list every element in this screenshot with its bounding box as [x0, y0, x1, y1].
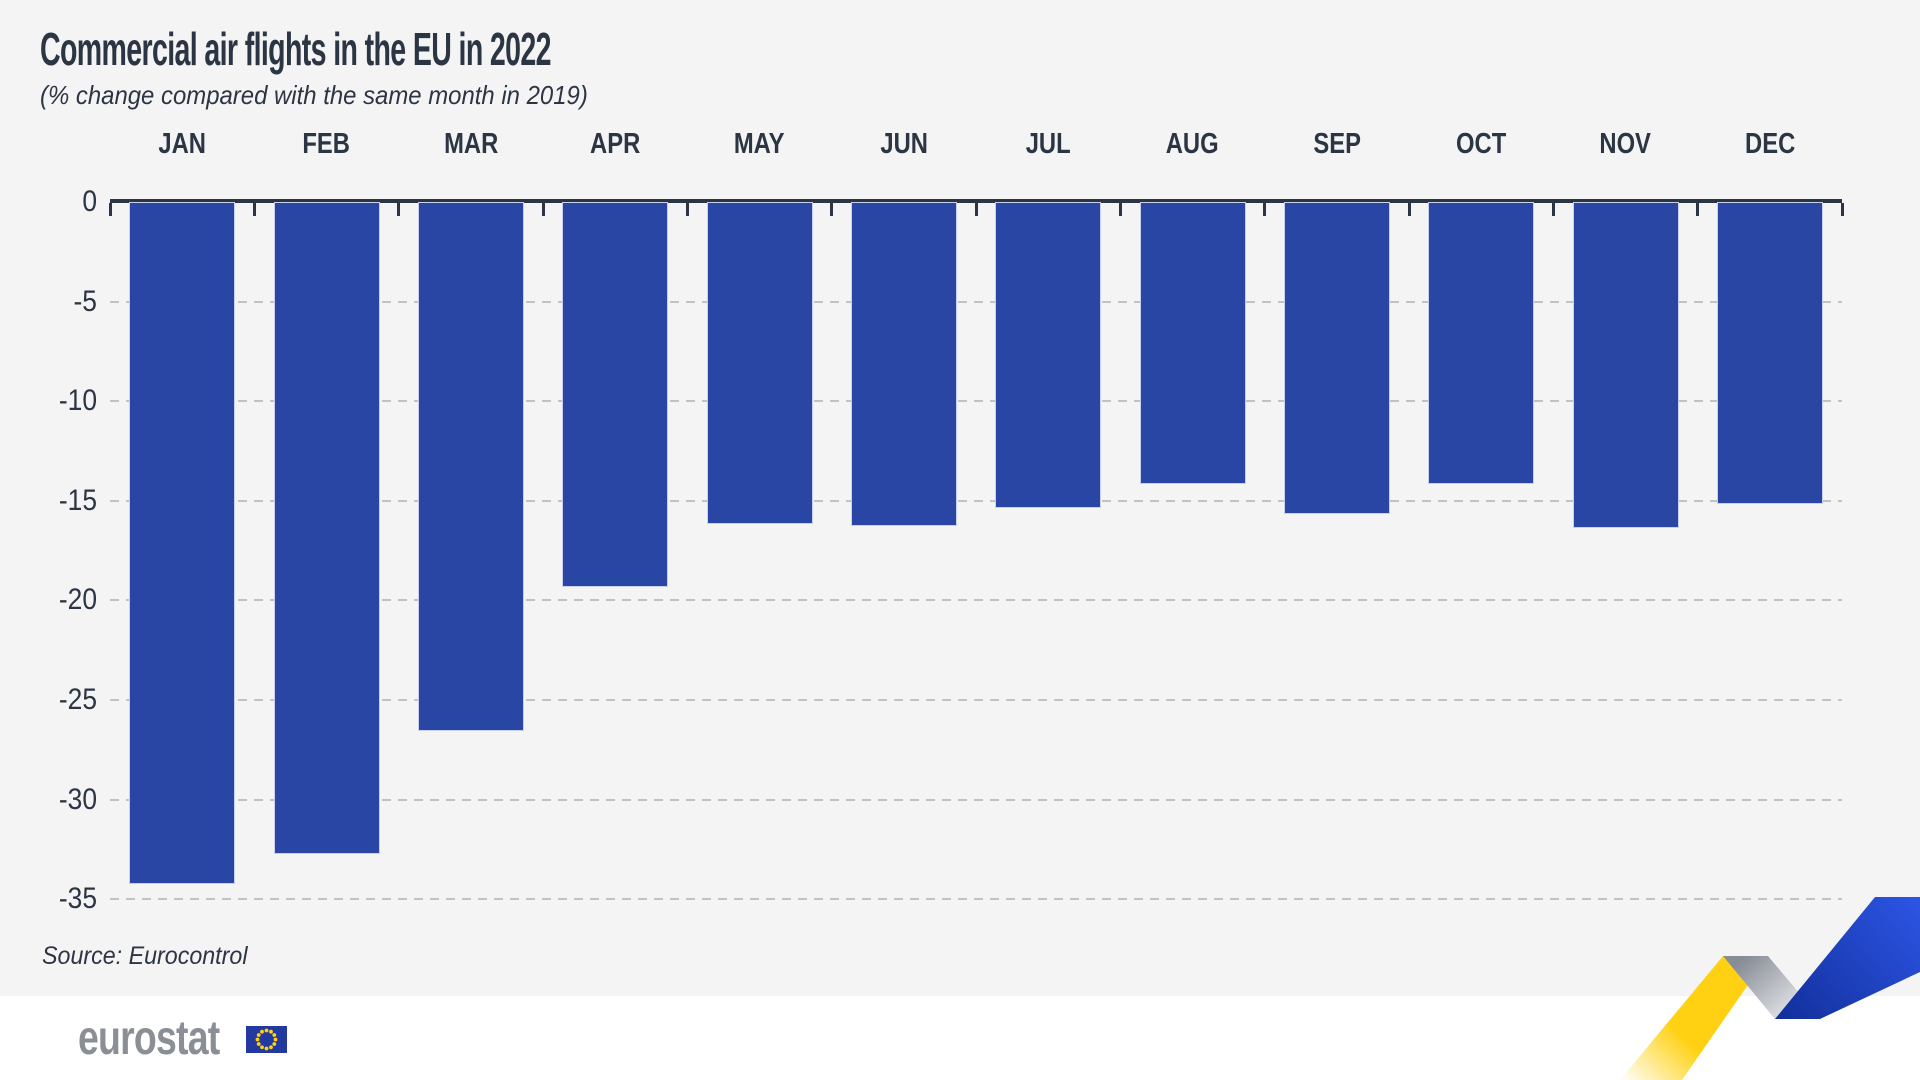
month-label-jan: JAN: [158, 128, 206, 160]
bar-feb: [274, 203, 379, 853]
chart-subtitle: (% change compared with the same month i…: [40, 80, 588, 110]
bar-apr: [563, 203, 668, 586]
eu-flag-star: [256, 1042, 261, 1046]
y-axis-label-minus-35: -35: [58, 882, 97, 916]
month-label-aug: AUG: [1166, 128, 1219, 160]
x-axis-tick: [1263, 203, 1267, 216]
gridline-minus-5: [110, 300, 1842, 303]
eu-flag-star: [269, 1045, 273, 1050]
month-label-nov: NOV: [1599, 128, 1652, 160]
y-axis-label-minus-20: -20: [58, 583, 97, 617]
y-axis-label-minus-10: -10: [58, 384, 97, 418]
eurostat-logo-text: eurostat: [78, 1012, 220, 1065]
month-label-jul: JUL: [1025, 128, 1071, 160]
eu-flag-star: [272, 1033, 277, 1037]
x-axis-tick: [1118, 203, 1122, 216]
month-label-may: MAY: [734, 128, 785, 160]
x-axis-tick: [1696, 203, 1700, 216]
x-axis-tick: [974, 203, 978, 216]
gridline-minus-10: [110, 400, 1842, 403]
footer-band: [0, 996, 1920, 1080]
gridline-minus-20: [110, 599, 1842, 602]
x-axis-tick: [685, 203, 689, 216]
eu-flag-star: [272, 1042, 277, 1046]
x-axis-baseline: [110, 199, 1842, 203]
x-axis-tick: [252, 203, 256, 216]
bar-dec: [1717, 203, 1822, 503]
month-label-sep: SEP: [1313, 128, 1361, 160]
y-axis-label-minus-30: -30: [58, 782, 97, 816]
month-label-oct: OCT: [1456, 128, 1507, 160]
y-axis-label-0: 0: [82, 185, 97, 218]
x-axis-tick: [108, 203, 112, 216]
eu-flag-star: [256, 1033, 261, 1037]
eu-flag-star: [264, 1028, 269, 1033]
bar-may: [707, 203, 812, 523]
eu-flag-star: [260, 1029, 264, 1034]
bar-sep: [1284, 203, 1389, 513]
chart-title: Commercial air flights in the EU in 2022: [40, 23, 552, 75]
gridline-minus-30: [110, 798, 1842, 801]
bar-jan: [130, 203, 235, 883]
x-axis-tick: [397, 203, 401, 216]
gridline-minus-35: [110, 898, 1842, 901]
month-label-feb: FEB: [302, 128, 351, 160]
y-axis-label-minus-15: -15: [58, 483, 97, 517]
eu-flag-star: [255, 1037, 260, 1042]
eu-flag-icon: [246, 1026, 287, 1053]
x-axis-tick: [1407, 203, 1411, 216]
eu-flag-star: [269, 1029, 273, 1034]
source-note: Source: Eurocontrol: [42, 942, 248, 970]
bar-oct: [1429, 203, 1534, 483]
month-label-apr: APR: [590, 128, 641, 160]
y-axis-label-minus-5: -5: [73, 284, 97, 318]
eu-flag-star: [260, 1045, 264, 1050]
bar-aug: [1140, 203, 1245, 483]
bar-mar: [418, 203, 523, 730]
month-label-jun: JUN: [880, 128, 928, 160]
bar-jul: [996, 203, 1101, 507]
x-axis-tick: [1840, 203, 1844, 216]
bar-nov: [1573, 203, 1678, 527]
y-axis-label-minus-25: -25: [58, 683, 97, 716]
month-label-dec: DEC: [1744, 128, 1795, 160]
bar-jun: [851, 203, 956, 525]
x-axis-tick: [1551, 203, 1555, 216]
month-label-mar: MAR: [443, 128, 498, 160]
eu-flag-star: [273, 1037, 278, 1042]
x-axis-tick: [541, 203, 545, 216]
gridline-minus-25: [110, 699, 1842, 701]
eu-flag-star: [264, 1046, 269, 1051]
gridline-minus-15: [110, 499, 1842, 502]
x-axis-tick: [830, 203, 834, 216]
